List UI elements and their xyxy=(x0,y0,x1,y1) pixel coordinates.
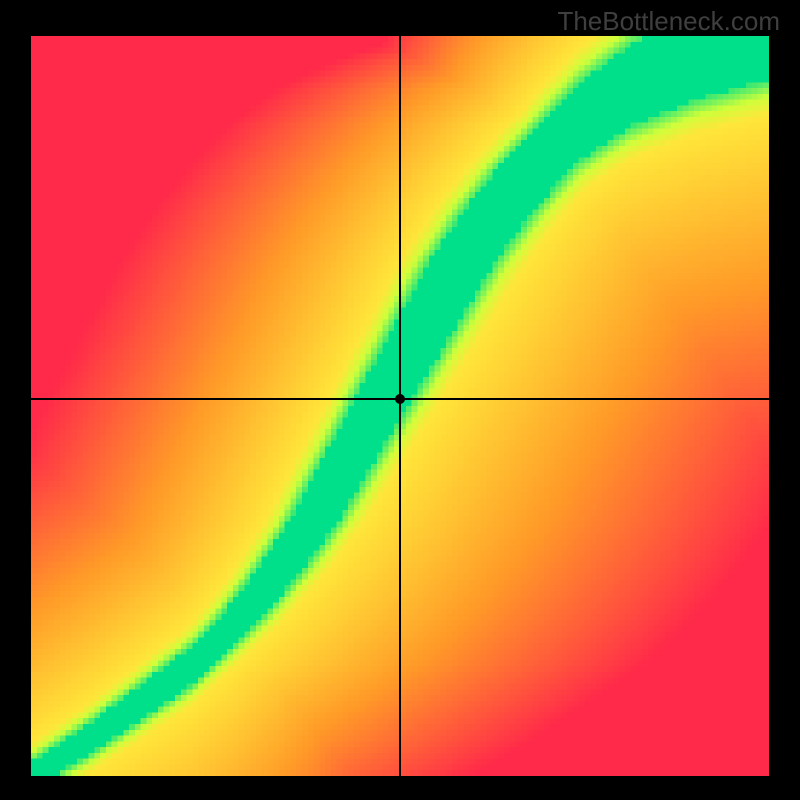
watermark-text: TheBottleneck.com xyxy=(557,6,780,37)
crosshair-center-dot xyxy=(395,394,405,404)
chart-container: TheBottleneck.com xyxy=(0,0,800,800)
crosshair-vertical xyxy=(399,36,401,776)
